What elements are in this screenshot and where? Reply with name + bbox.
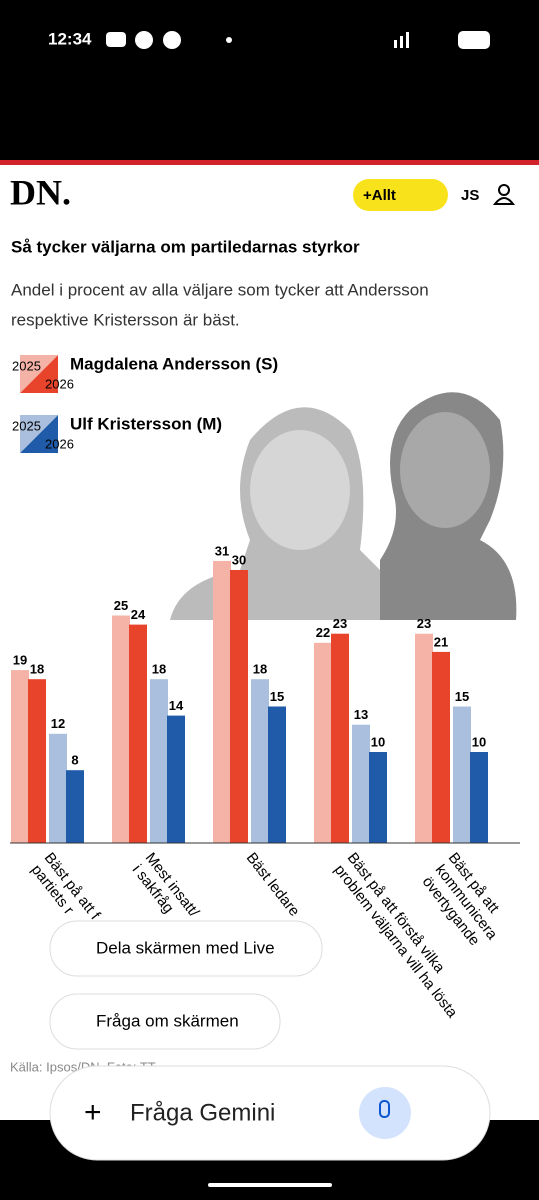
bar [66, 770, 84, 843]
home-indicator [208, 1183, 332, 1187]
user-icon[interactable] [498, 184, 510, 196]
bar [129, 624, 147, 843]
value-label: 18 [30, 662, 44, 677]
bar [49, 733, 67, 843]
chart-title: Så tycker väljarna om partiledarnas styr… [11, 237, 360, 256]
bar [167, 715, 185, 843]
value-label: 18 [152, 662, 166, 677]
bar [369, 752, 387, 843]
bar [213, 560, 231, 843]
value-label: 15 [270, 689, 284, 704]
gemini-label[interactable]: Fråga Gemini [130, 1099, 275, 1126]
value-label: 10 [472, 734, 486, 749]
value-label: 12 [51, 716, 65, 731]
bar [230, 570, 248, 843]
photos [170, 392, 517, 620]
bar [112, 615, 130, 843]
ask-screen-label[interactable]: Fråga om skärmen [96, 1011, 239, 1030]
bar [150, 679, 168, 843]
legend-year: 2025 [12, 418, 41, 433]
value-label: 31 [215, 543, 229, 558]
plus-icon[interactable]: + [84, 1096, 102, 1129]
ask-screen-button[interactable] [49, 993, 281, 1050]
mic-icon[interactable] [379, 1100, 390, 1118]
menu-button[interactable] [353, 179, 448, 211]
user-icon[interactable] [492, 197, 516, 205]
legend-swatch [20, 355, 58, 393]
value-label: 15 [455, 689, 469, 704]
chart-subtitle: respektive Kristersson är bäst. [11, 310, 240, 329]
status-icons [106, 31, 490, 49]
legend-year: 2026 [45, 376, 74, 391]
bar [470, 752, 488, 843]
bar [268, 706, 286, 843]
value-label: 18 [253, 662, 267, 677]
bar [453, 706, 471, 843]
bar [314, 642, 332, 843]
share-button[interactable] [49, 920, 323, 977]
clock: 12:34 [48, 29, 92, 48]
bar [11, 670, 29, 843]
legend-label: Magdalena Andersson (S) [70, 354, 278, 373]
top-rule [0, 160, 539, 165]
value-label: 30 [232, 552, 246, 567]
legend-year: 2025 [12, 358, 41, 373]
bar [331, 633, 349, 843]
mic-button[interactable] [359, 1087, 411, 1139]
bar [432, 651, 450, 843]
share-label[interactable]: Dela skärmen med Live [96, 938, 275, 957]
bar [415, 633, 433, 843]
legend-label: Ulf Kristersson (M) [70, 414, 222, 433]
legend-year: 2026 [45, 436, 74, 451]
value-label: 23 [333, 616, 347, 631]
legend-swatch [20, 415, 58, 453]
value-label: 25 [114, 598, 128, 613]
menu-label[interactable]: +Allt [363, 187, 396, 204]
value-label: 13 [354, 707, 368, 722]
value-label: 21 [434, 634, 448, 649]
value-label: 10 [371, 734, 385, 749]
user-initials[interactable]: JS [461, 187, 479, 204]
bar [28, 679, 46, 843]
value-label: 8 [71, 753, 78, 768]
bar [352, 724, 370, 843]
value-label: 24 [131, 607, 146, 622]
bar [251, 679, 269, 843]
value-label: 19 [13, 653, 27, 668]
overlay: Dela skärmen med Live Fråga om skärmen +… [49, 920, 491, 1187]
chart-subtitle: Andel i procent av alla väljare som tyck… [11, 280, 429, 299]
value-label: 22 [316, 625, 330, 640]
value-label: 23 [417, 616, 431, 631]
logo[interactable]: DN. [10, 172, 71, 212]
value-label: 14 [169, 698, 184, 713]
